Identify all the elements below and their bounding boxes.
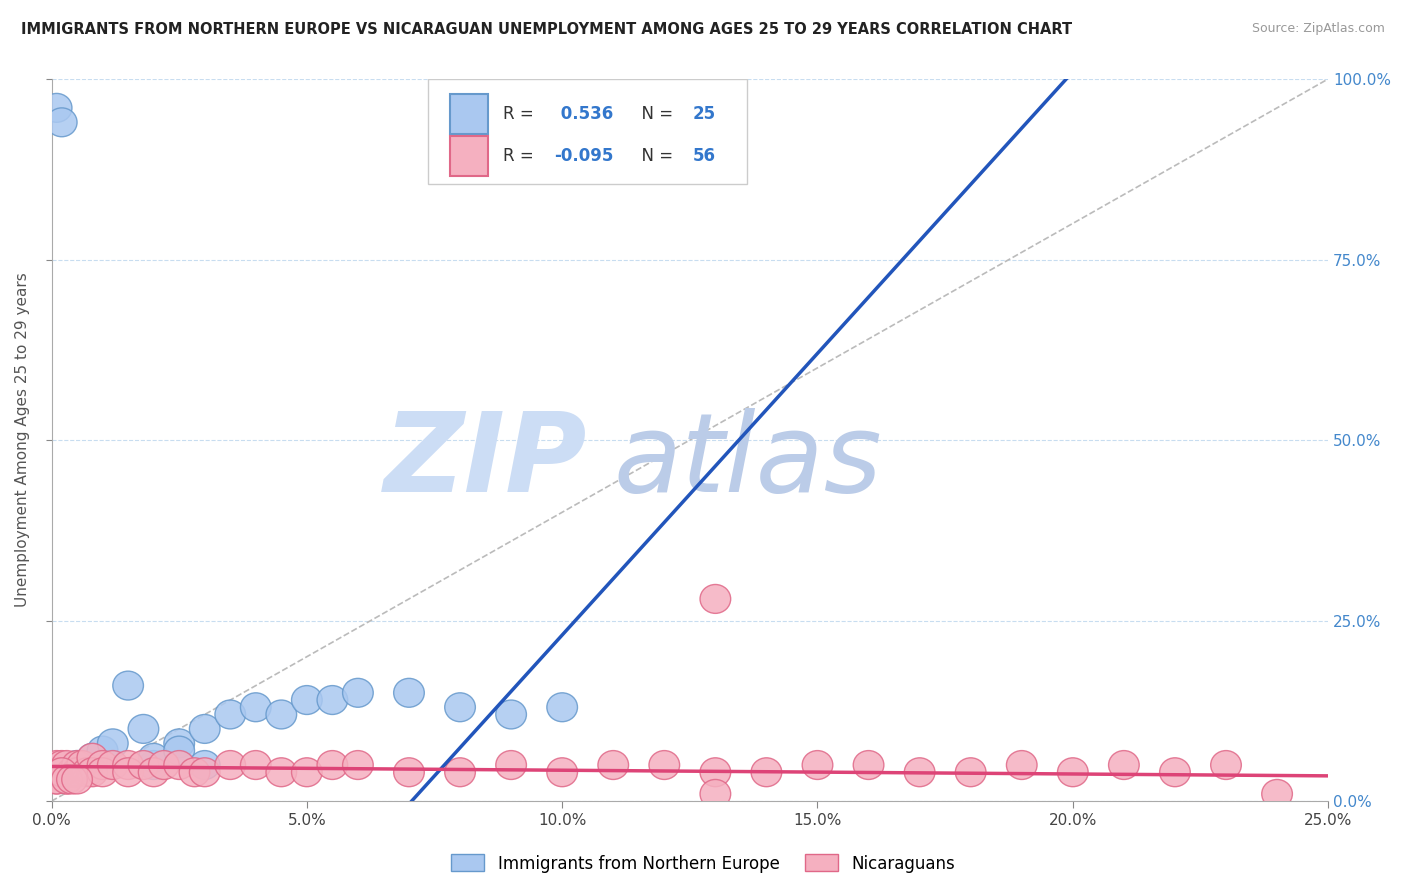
Ellipse shape	[240, 750, 271, 780]
Ellipse shape	[41, 750, 72, 780]
Ellipse shape	[179, 758, 209, 787]
Ellipse shape	[52, 750, 82, 780]
Ellipse shape	[41, 765, 72, 794]
Ellipse shape	[67, 750, 97, 780]
Text: N =: N =	[631, 104, 679, 123]
Text: Source: ZipAtlas.com: Source: ZipAtlas.com	[1251, 22, 1385, 36]
Ellipse shape	[77, 743, 108, 772]
Ellipse shape	[52, 765, 82, 794]
Legend: Immigrants from Northern Europe, Nicaraguans: Immigrants from Northern Europe, Nicarag…	[444, 847, 962, 880]
Text: atlas: atlas	[613, 409, 882, 516]
Ellipse shape	[190, 758, 221, 787]
Ellipse shape	[598, 750, 628, 780]
Ellipse shape	[853, 750, 884, 780]
Ellipse shape	[87, 736, 118, 765]
Ellipse shape	[112, 750, 143, 780]
Text: R =: R =	[503, 104, 540, 123]
Ellipse shape	[1160, 758, 1191, 787]
Ellipse shape	[52, 758, 82, 787]
Ellipse shape	[547, 758, 578, 787]
Text: R =: R =	[503, 146, 540, 165]
Text: N =: N =	[631, 146, 679, 165]
Ellipse shape	[138, 750, 169, 780]
Ellipse shape	[62, 765, 93, 794]
Ellipse shape	[46, 758, 77, 787]
Text: 56: 56	[692, 146, 716, 165]
Ellipse shape	[149, 750, 179, 780]
Ellipse shape	[394, 679, 425, 707]
Ellipse shape	[128, 750, 159, 780]
Ellipse shape	[266, 700, 297, 729]
Ellipse shape	[650, 750, 679, 780]
Y-axis label: Unemployment Among Ages 25 to 29 years: Unemployment Among Ages 25 to 29 years	[15, 273, 30, 607]
Ellipse shape	[700, 780, 731, 808]
Ellipse shape	[343, 750, 373, 780]
Ellipse shape	[291, 686, 322, 714]
Ellipse shape	[87, 750, 118, 780]
Ellipse shape	[190, 714, 221, 743]
Text: -0.095: -0.095	[554, 146, 614, 165]
Ellipse shape	[46, 750, 77, 780]
Ellipse shape	[496, 700, 526, 729]
Ellipse shape	[496, 750, 526, 780]
Ellipse shape	[97, 729, 128, 758]
Text: ZIP: ZIP	[384, 409, 588, 516]
Ellipse shape	[46, 108, 77, 136]
Text: IMMIGRANTS FROM NORTHERN EUROPE VS NICARAGUAN UNEMPLOYMENT AMONG AGES 25 TO 29 Y: IMMIGRANTS FROM NORTHERN EUROPE VS NICAR…	[21, 22, 1073, 37]
Ellipse shape	[547, 693, 578, 722]
Ellipse shape	[1261, 780, 1292, 808]
Ellipse shape	[190, 750, 221, 780]
Ellipse shape	[803, 750, 832, 780]
Ellipse shape	[1057, 758, 1088, 787]
Ellipse shape	[41, 758, 72, 787]
Ellipse shape	[700, 584, 731, 614]
Ellipse shape	[165, 729, 194, 758]
Ellipse shape	[46, 758, 77, 787]
Ellipse shape	[72, 758, 103, 787]
Ellipse shape	[62, 750, 93, 780]
Ellipse shape	[1007, 750, 1038, 780]
Ellipse shape	[138, 743, 169, 772]
Ellipse shape	[240, 693, 271, 722]
Ellipse shape	[318, 750, 347, 780]
Ellipse shape	[904, 758, 935, 787]
Ellipse shape	[394, 758, 425, 787]
Ellipse shape	[215, 700, 246, 729]
Ellipse shape	[215, 750, 246, 780]
Ellipse shape	[112, 671, 143, 700]
Ellipse shape	[138, 758, 169, 787]
Ellipse shape	[165, 736, 194, 765]
Ellipse shape	[291, 758, 322, 787]
Ellipse shape	[77, 758, 108, 787]
Text: 0.536: 0.536	[554, 104, 613, 123]
Ellipse shape	[41, 94, 72, 122]
Text: 25: 25	[692, 104, 716, 123]
Ellipse shape	[343, 679, 373, 707]
Ellipse shape	[1211, 750, 1241, 780]
FancyBboxPatch shape	[450, 94, 488, 134]
Ellipse shape	[700, 758, 731, 787]
Ellipse shape	[41, 765, 72, 794]
Ellipse shape	[318, 686, 347, 714]
Ellipse shape	[266, 758, 297, 787]
Ellipse shape	[955, 758, 986, 787]
Ellipse shape	[62, 750, 93, 780]
Ellipse shape	[112, 758, 143, 787]
Ellipse shape	[87, 758, 118, 787]
Ellipse shape	[444, 693, 475, 722]
FancyBboxPatch shape	[429, 79, 747, 184]
FancyBboxPatch shape	[450, 136, 488, 176]
Ellipse shape	[77, 743, 108, 772]
Ellipse shape	[56, 758, 87, 787]
Ellipse shape	[52, 765, 82, 794]
Ellipse shape	[444, 758, 475, 787]
Ellipse shape	[62, 758, 93, 787]
Ellipse shape	[128, 714, 159, 743]
Ellipse shape	[165, 750, 194, 780]
Ellipse shape	[751, 758, 782, 787]
Ellipse shape	[97, 750, 128, 780]
Ellipse shape	[56, 765, 87, 794]
Ellipse shape	[1108, 750, 1139, 780]
